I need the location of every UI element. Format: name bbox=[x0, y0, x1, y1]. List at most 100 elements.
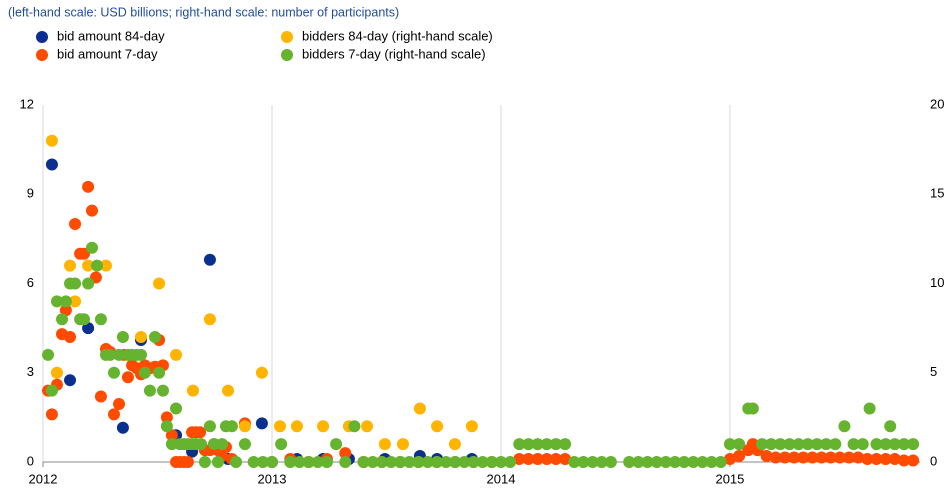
point bbox=[339, 456, 352, 468]
point bbox=[160, 411, 173, 424]
point bbox=[361, 420, 374, 433]
point bbox=[396, 438, 409, 451]
point bbox=[705, 456, 718, 468]
point bbox=[696, 456, 709, 468]
point bbox=[116, 421, 129, 434]
point bbox=[375, 456, 388, 468]
point bbox=[104, 348, 117, 361]
legend-label: bidders 7-day (right-hand scale) bbox=[302, 46, 486, 61]
point bbox=[522, 438, 535, 451]
point bbox=[806, 451, 819, 464]
point bbox=[856, 438, 869, 451]
point bbox=[116, 331, 129, 344]
point bbox=[888, 453, 901, 466]
point bbox=[113, 397, 126, 410]
legend-label: bid amount 84-day bbox=[57, 28, 165, 43]
point bbox=[723, 453, 736, 466]
point bbox=[339, 447, 352, 460]
point bbox=[430, 456, 443, 468]
point bbox=[907, 438, 920, 451]
x-tick-label: 2012 bbox=[29, 471, 58, 486]
point bbox=[870, 453, 883, 466]
chart-subtitle: (left-hand scale: USD billions; right-ha… bbox=[8, 5, 399, 19]
point bbox=[284, 456, 297, 468]
point bbox=[69, 218, 82, 230]
point bbox=[45, 158, 58, 171]
point bbox=[884, 420, 897, 433]
x-tick-label: 2014 bbox=[487, 471, 516, 486]
point bbox=[135, 331, 148, 344]
point bbox=[121, 371, 134, 384]
point bbox=[870, 438, 883, 451]
point bbox=[82, 180, 95, 193]
point bbox=[247, 456, 260, 468]
point bbox=[465, 420, 478, 433]
point bbox=[225, 420, 238, 433]
point bbox=[56, 313, 69, 326]
point bbox=[290, 420, 303, 433]
point bbox=[256, 456, 269, 468]
point bbox=[91, 259, 104, 272]
point bbox=[847, 438, 860, 451]
point bbox=[412, 456, 425, 468]
point bbox=[320, 456, 333, 468]
point bbox=[829, 438, 842, 451]
point bbox=[86, 241, 99, 254]
point bbox=[650, 456, 663, 468]
point bbox=[494, 456, 507, 468]
point bbox=[203, 313, 216, 326]
point bbox=[820, 438, 833, 451]
point bbox=[810, 438, 823, 451]
point bbox=[186, 384, 199, 397]
point bbox=[230, 456, 243, 468]
point bbox=[148, 331, 161, 344]
point bbox=[861, 453, 874, 466]
y-tick-label: 0 bbox=[27, 453, 34, 468]
point bbox=[783, 438, 796, 451]
point bbox=[467, 456, 480, 468]
legend-label: bidders 84-day (right-hand scale) bbox=[302, 28, 493, 43]
point bbox=[211, 456, 224, 468]
point bbox=[531, 453, 544, 466]
legend-marker bbox=[36, 31, 48, 43]
point bbox=[311, 456, 324, 468]
point bbox=[156, 384, 169, 397]
point bbox=[366, 456, 379, 468]
point bbox=[765, 438, 778, 451]
point bbox=[203, 420, 216, 433]
point bbox=[238, 420, 251, 433]
point bbox=[64, 331, 77, 344]
point bbox=[549, 438, 562, 451]
y2-tick-label: 0 bbox=[930, 453, 937, 468]
point bbox=[216, 438, 229, 451]
point bbox=[165, 429, 178, 442]
point bbox=[94, 313, 107, 326]
point bbox=[107, 408, 120, 421]
point bbox=[733, 450, 746, 463]
point bbox=[559, 438, 572, 451]
y-tick-label: 9 bbox=[27, 186, 34, 201]
point bbox=[302, 456, 315, 468]
point bbox=[385, 456, 398, 468]
point bbox=[756, 438, 769, 451]
point bbox=[153, 366, 166, 379]
point bbox=[595, 456, 608, 468]
point bbox=[623, 456, 636, 468]
point bbox=[82, 277, 95, 290]
point bbox=[45, 384, 58, 397]
point bbox=[431, 420, 444, 433]
point bbox=[203, 253, 216, 266]
x-tick-label: 2013 bbox=[258, 471, 287, 486]
point bbox=[549, 453, 562, 466]
point bbox=[170, 402, 183, 415]
point bbox=[540, 438, 553, 451]
point bbox=[733, 438, 746, 451]
y2-tick-label: 10 bbox=[930, 275, 944, 290]
point bbox=[99, 259, 112, 272]
point bbox=[504, 456, 517, 468]
point bbox=[138, 366, 151, 379]
point bbox=[413, 402, 426, 415]
point bbox=[64, 259, 77, 272]
point bbox=[77, 313, 90, 326]
point bbox=[42, 348, 55, 361]
